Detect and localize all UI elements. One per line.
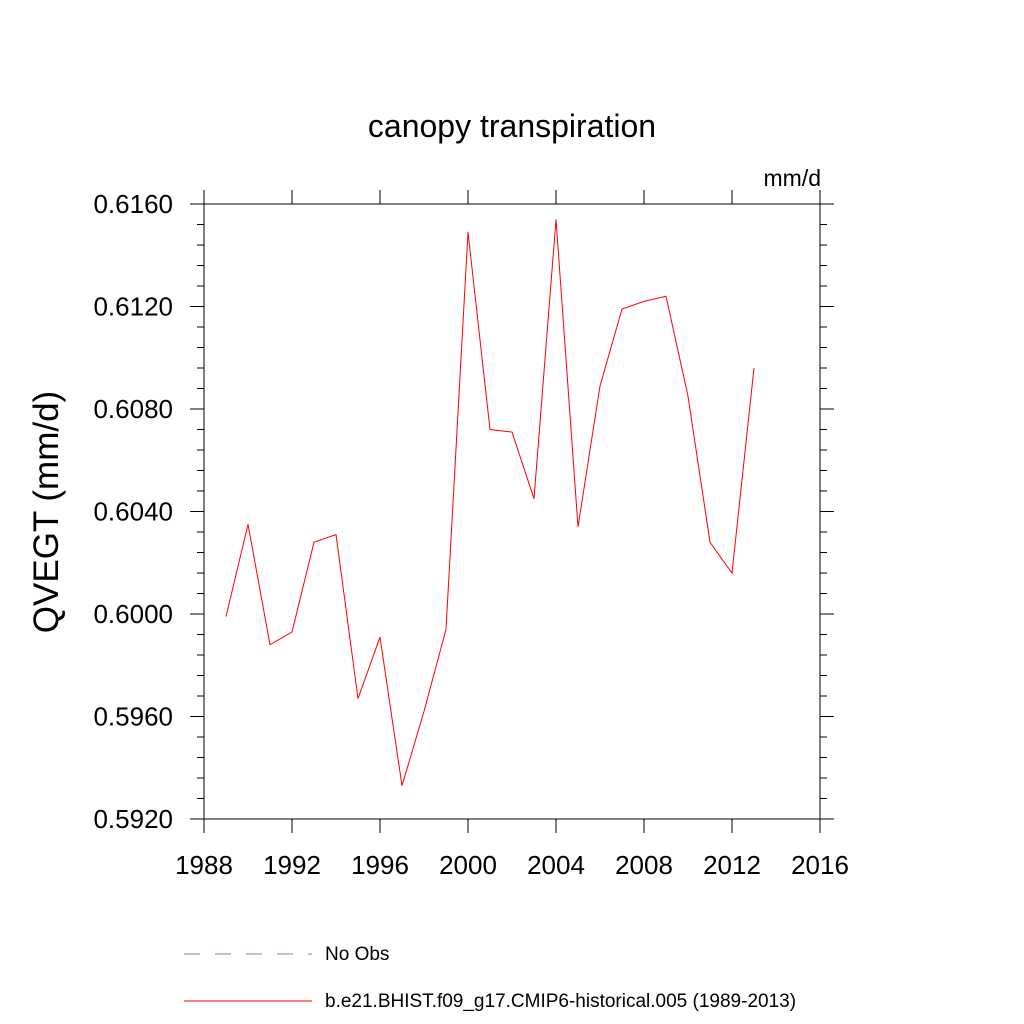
units-label: mm/d [764, 165, 822, 191]
plot-frame [203, 203, 821, 820]
chart-title: canopy transpiration [368, 108, 656, 144]
x-tick-label: 2008 [615, 850, 673, 880]
x-tick-label: 1996 [351, 850, 409, 880]
x-tick-label: 2016 [791, 850, 849, 880]
x-tick-label: 2004 [527, 850, 585, 880]
y-tick-label: 0.6000 [93, 599, 173, 629]
y-axis-label: QVEGT (mm/d) [27, 391, 66, 633]
x-tick-label: 2000 [439, 850, 497, 880]
y-tick-label: 0.6080 [93, 394, 173, 424]
y-tick-label: 0.6160 [93, 189, 173, 219]
series-line-0 [225, 219, 755, 786]
y-tick-label: 0.5920 [93, 804, 173, 834]
legend: No Obs b.e21.BHIST.f09_g17.CMIP6-histori… [184, 944, 796, 1012]
y-tick-label: 0.6040 [93, 497, 173, 527]
x-tick-label: 2012 [703, 850, 761, 880]
legend-label-historical: b.e21.BHIST.f09_g17.CMIP6-historical.005… [325, 991, 796, 1012]
legend-label-no-obs: No Obs [325, 944, 389, 965]
y-tick-label: 0.6120 [93, 292, 173, 322]
y-tick-label: 0.5960 [93, 702, 173, 732]
x-tick-label: 1992 [263, 850, 321, 880]
x-tick-label: 1988 [175, 850, 233, 880]
